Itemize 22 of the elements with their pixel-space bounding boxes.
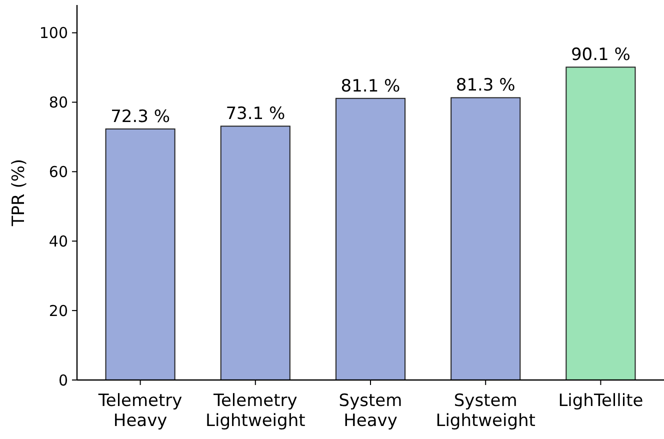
data-label: 73.1 %	[226, 104, 286, 124]
x-tick-label: Telemetry Lightweight	[206, 391, 306, 431]
y-tick-label: 100	[39, 24, 68, 42]
y-tick-label: 60	[48, 162, 68, 181]
x-tick-label: Telemetry Heavy	[97, 391, 182, 431]
data-label: 90.1 %	[570, 45, 630, 66]
y-tick-label: 40	[48, 232, 68, 250]
y-axis-title: TPR (%)	[9, 158, 29, 228]
y-tick-label: 20	[48, 302, 68, 320]
y-tick-label: 0	[58, 371, 68, 390]
x-tick-label: System Heavy	[338, 391, 402, 431]
data-label: 81.1 %	[340, 76, 400, 96]
bar	[105, 128, 176, 380]
bar	[335, 98, 406, 380]
data-label: 81.3 %	[456, 76, 516, 96]
bar	[450, 97, 521, 380]
bar	[220, 126, 290, 380]
x-tick-label: System Lightweight	[436, 391, 536, 431]
y-tick-label: 80	[48, 93, 68, 112]
bar	[566, 66, 636, 380]
x-tick-label: LighTellite	[558, 391, 644, 411]
data-label: 72.3 %	[110, 106, 170, 127]
